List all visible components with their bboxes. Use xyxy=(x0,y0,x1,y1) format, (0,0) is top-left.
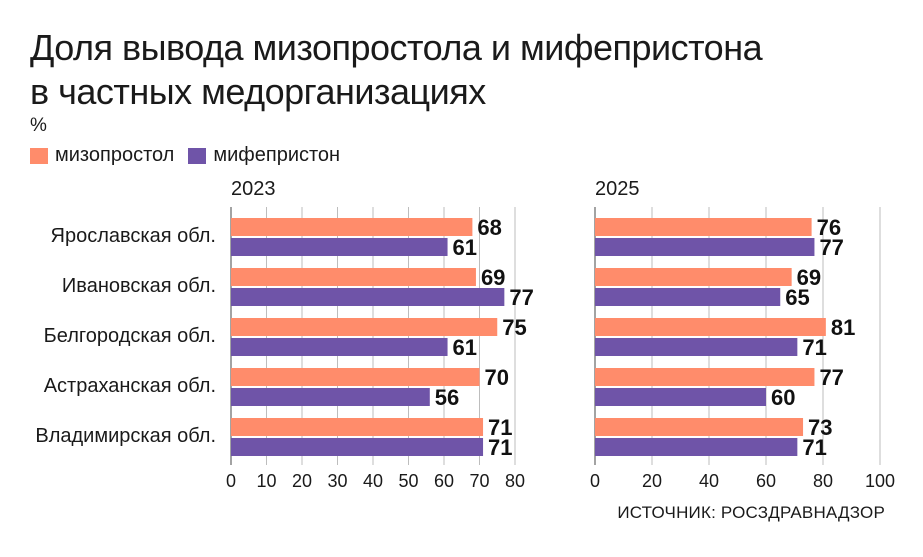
legend-label-misoprostol: мизопростол xyxy=(55,144,175,166)
bar-misoprostol xyxy=(231,368,480,386)
x-tick-label: 0 xyxy=(590,471,600,491)
bar-value-label: 76 xyxy=(817,215,841,240)
bar-value-label: 71 xyxy=(802,435,826,460)
category-label: Владимирская обл. xyxy=(35,425,216,447)
legend-label-mifepristone: мифепристон xyxy=(213,144,341,166)
bar-value-label: 77 xyxy=(819,235,843,260)
bar-misoprostol xyxy=(595,318,826,336)
chart-title-line-2: в частных медорганизациях xyxy=(30,71,486,112)
bar-value-label: 77 xyxy=(509,285,533,310)
legend-swatch-mifepristone xyxy=(188,147,207,164)
bar-mifepristone xyxy=(595,238,815,256)
category-label: Ивановская обл. xyxy=(62,275,216,297)
bar-mifepristone xyxy=(595,388,766,406)
category-label: Астраханская обл. xyxy=(44,375,216,397)
x-tick-label: 10 xyxy=(256,471,276,491)
bar-misoprostol xyxy=(231,268,476,286)
bar-value-label: 65 xyxy=(785,285,809,310)
bar-value-label: 71 xyxy=(802,335,826,360)
x-tick-label: 40 xyxy=(699,471,719,491)
unit-label: % xyxy=(30,115,47,136)
bar-value-label: 70 xyxy=(485,365,509,390)
bar-mifepristone xyxy=(231,438,484,456)
bar-value-label: 56 xyxy=(435,385,459,410)
legend-item-mifepristone: мифепристон xyxy=(188,144,340,167)
x-tick-label: 80 xyxy=(505,471,525,491)
panel-title: 2025 xyxy=(595,178,640,200)
bar-misoprostol xyxy=(231,318,498,336)
bar-misoprostol xyxy=(595,218,812,236)
x-tick-label: 0 xyxy=(226,471,236,491)
chart-title: Доля вывода мизопростола и мифепристона … xyxy=(30,26,763,114)
bar-value-label: 61 xyxy=(453,235,477,260)
x-tick-label: 30 xyxy=(327,471,347,491)
bar-mifepristone xyxy=(595,338,798,356)
chart-title-line-1: Доля вывода мизопростола и мифепристона xyxy=(30,27,763,68)
bar-mifepristone xyxy=(231,238,448,256)
bar-value-label: 75 xyxy=(502,315,526,340)
category-label: Ярославская обл. xyxy=(51,225,217,247)
bar-mifepristone xyxy=(231,388,430,406)
legend: мизопростол мифепристон xyxy=(30,144,354,167)
bar-misoprostol xyxy=(231,218,473,236)
x-tick-label: 80 xyxy=(813,471,833,491)
x-tick-label: 60 xyxy=(756,471,776,491)
bar-misoprostol xyxy=(595,268,792,286)
x-tick-label: 100 xyxy=(865,471,895,491)
bar-misoprostol xyxy=(595,368,815,386)
bar-mifepristone xyxy=(231,338,448,356)
bar-value-label: 81 xyxy=(831,315,855,340)
category-label: Белгородская обл. xyxy=(44,325,216,347)
bar-value-label: 60 xyxy=(771,385,795,410)
panel-title: 2023 xyxy=(231,178,276,200)
bar-mifepristone xyxy=(595,288,781,306)
bar-value-label: 71 xyxy=(488,435,512,460)
x-tick-label: 70 xyxy=(469,471,489,491)
bar-value-label: 69 xyxy=(797,265,821,290)
x-tick-label: 20 xyxy=(642,471,662,491)
bar-value-label: 73 xyxy=(808,415,832,440)
x-tick-label: 50 xyxy=(398,471,418,491)
bar-misoprostol xyxy=(595,418,804,436)
bar-value-label: 68 xyxy=(477,215,501,240)
x-tick-label: 20 xyxy=(292,471,312,491)
legend-item-misoprostol: мизопростол xyxy=(30,144,174,167)
bar-value-label: 69 xyxy=(481,265,505,290)
bar-value-label: 77 xyxy=(819,365,843,390)
legend-swatch-misoprostol xyxy=(30,147,48,164)
bar-mifepristone xyxy=(231,288,505,306)
source-note: ИСТОЧНИК: РОСЗДРАВНАДЗОР xyxy=(617,503,885,522)
bar-mifepristone xyxy=(595,438,798,456)
bar-value-label: 71 xyxy=(488,415,512,440)
x-tick-label: 40 xyxy=(363,471,383,491)
bar-value-label: 61 xyxy=(453,335,477,360)
bar-misoprostol xyxy=(231,418,484,436)
x-tick-label: 60 xyxy=(434,471,454,491)
